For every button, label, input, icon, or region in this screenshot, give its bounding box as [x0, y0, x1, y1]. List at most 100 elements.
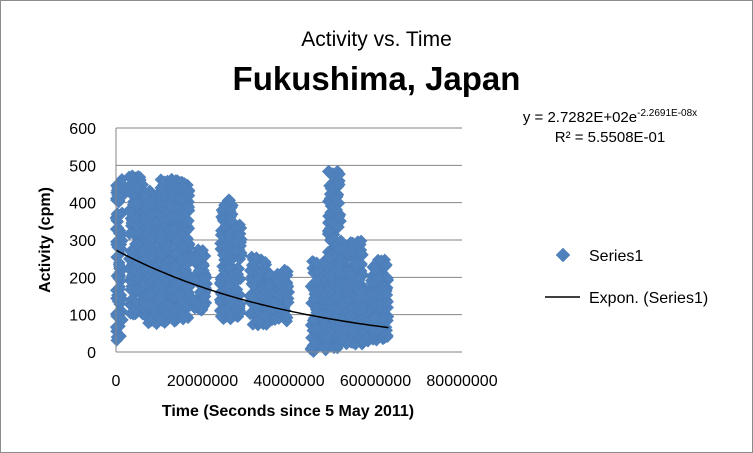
data-point [327, 217, 340, 231]
data-point [262, 278, 276, 292]
data-point [111, 221, 125, 235]
data-point [273, 288, 286, 302]
exponential-trendline [115, 249, 389, 329]
data-point [366, 324, 380, 338]
equation-line-2: R² = 5.5508E-01 [554, 129, 666, 146]
data-point [333, 178, 346, 191]
data-point [190, 251, 203, 265]
data-point [321, 224, 335, 238]
data-point [341, 293, 354, 306]
data-point [329, 190, 342, 204]
y-tick-label: 400 [69, 196, 96, 213]
data-point [132, 268, 146, 282]
chart-subtitle: Fukushima, Japan [232, 60, 521, 97]
data-point [124, 206, 137, 220]
data-point [127, 304, 141, 318]
data-point [131, 238, 144, 251]
data-point [368, 312, 381, 325]
data-point [310, 256, 323, 270]
legend: Series1 Expon. (Series1) [545, 247, 708, 307]
axes [115, 128, 462, 353]
data-point [278, 263, 291, 277]
data-point [354, 234, 368, 248]
data-point [380, 288, 394, 302]
data-point [198, 289, 211, 303]
data-point [112, 258, 126, 271]
legend-series1-label: Series1 [589, 248, 643, 265]
data-point [111, 295, 125, 308]
data-point [111, 188, 124, 202]
data-point [142, 196, 156, 209]
data-point [111, 181, 124, 194]
y-axis-label: Activity (cpm) [37, 187, 54, 293]
data-point [310, 274, 323, 288]
trendline-equation: y = 2.7282E+02e-2.2691E-08x R² = 5.5508E… [490, 104, 730, 148]
data-point [131, 181, 144, 195]
data-point [176, 296, 189, 310]
y-tick-label: 500 [69, 158, 96, 175]
data-point [111, 240, 124, 254]
data-point [252, 314, 265, 328]
y-tick-label: 200 [69, 270, 96, 287]
data-point [174, 253, 188, 267]
data-point [354, 246, 367, 260]
data-point [282, 296, 295, 309]
x-tick-label: 20000000 [167, 373, 238, 390]
data-point [130, 219, 143, 233]
data-point [154, 233, 168, 247]
data-point [197, 271, 211, 285]
data-point [182, 200, 196, 214]
data-point [309, 336, 322, 350]
y-tick-labels: 0 100 200 300 400 500 600 [69, 121, 96, 362]
data-point [243, 264, 257, 277]
data-point [332, 210, 346, 224]
data-point [181, 232, 194, 246]
equation-base: y = 2.7282E+02e [522, 109, 638, 126]
y-tick-label: 300 [69, 233, 96, 250]
data-point [381, 329, 394, 342]
data-point [307, 292, 321, 305]
data-point [350, 258, 364, 272]
data-point [333, 253, 347, 266]
trendline-group [115, 249, 389, 329]
data-point [343, 266, 356, 280]
data-point [323, 165, 336, 179]
data-point [143, 287, 156, 301]
data-point [110, 334, 123, 347]
data-point [153, 312, 166, 325]
x-tick-label: 60000000 [340, 373, 411, 390]
data-point [248, 300, 262, 314]
x-tick-labels: 0 20000000 40000000 60000000 80000000 [112, 373, 498, 390]
data-point [180, 281, 193, 294]
x-tick-label: 0 [112, 373, 121, 390]
x-tick-label: 80000000 [426, 373, 497, 390]
data-point [324, 182, 338, 196]
data-point [172, 212, 186, 225]
data-point [167, 223, 180, 237]
data-point [352, 292, 366, 306]
data-point [173, 288, 186, 302]
data-point [225, 214, 239, 228]
chart-title: Activity vs. Time [301, 28, 452, 51]
data-point [176, 181, 190, 194]
data-point [218, 198, 231, 211]
data-point [268, 313, 282, 327]
legend-trendline-label: Expon. (Series1) [589, 290, 708, 307]
data-point [158, 305, 172, 318]
data-point [380, 258, 393, 272]
data-point [333, 167, 346, 181]
data-point [190, 297, 203, 310]
data-point [166, 188, 179, 202]
data-point [140, 222, 154, 236]
data-point [229, 245, 243, 258]
equation-exponent: -2.2691E-08x [637, 108, 698, 119]
data-point [222, 261, 236, 274]
data-point [231, 267, 245, 281]
data-point [334, 267, 347, 281]
data-point [116, 313, 129, 327]
data-point [336, 332, 349, 346]
data-point [381, 271, 394, 285]
data-point [309, 323, 323, 336]
